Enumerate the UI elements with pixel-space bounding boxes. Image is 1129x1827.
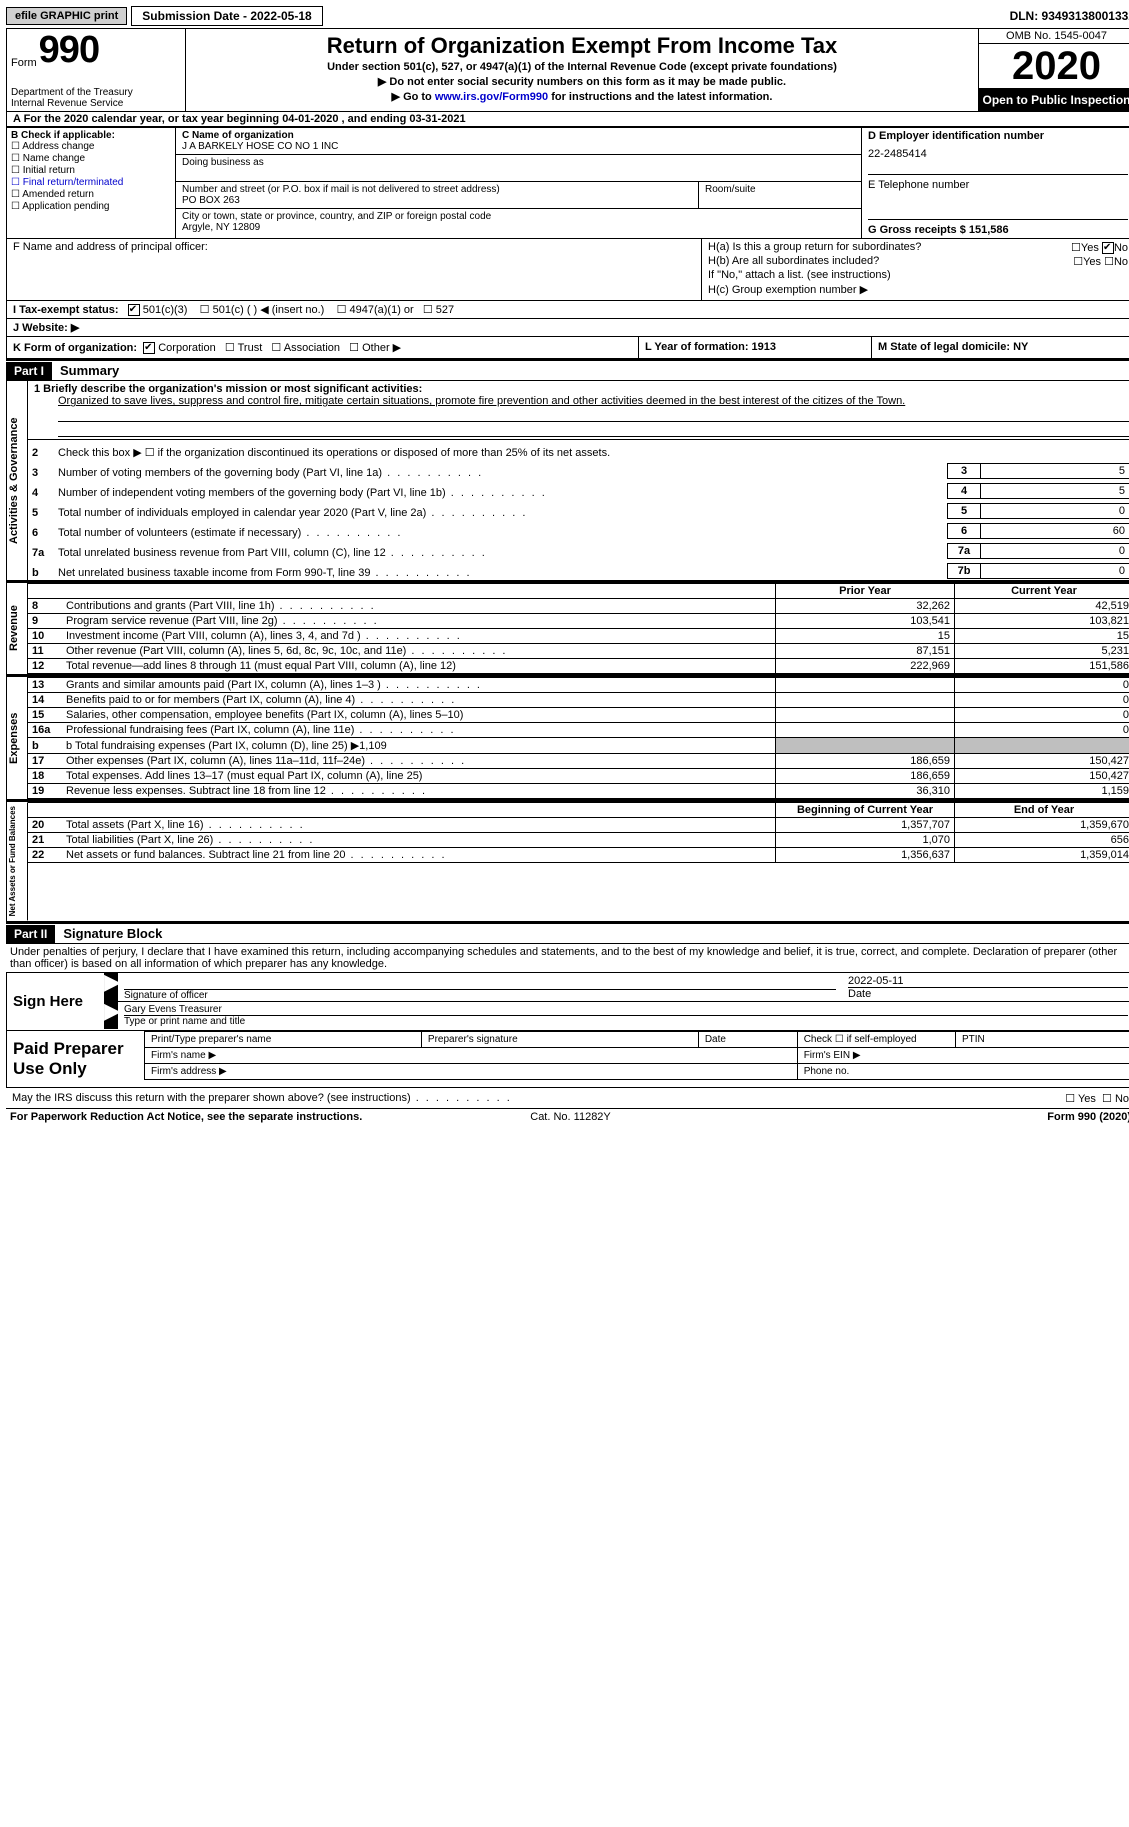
instruction-l1: ▶ Do not enter social security numbers o… — [190, 75, 974, 88]
street-value: PO BOX 263 — [182, 195, 692, 206]
chk-name-change[interactable]: ☐ Name change — [11, 153, 171, 164]
hb-subordinates: H(b) Are all subordinates included? ☐Yes… — [708, 255, 1128, 267]
street-label: Number and street (or P.O. box if mail i… — [182, 184, 692, 195]
top-bar: efile GRAPHIC print Submission Date - 20… — [6, 6, 1129, 26]
form-label: Form — [11, 57, 37, 69]
row-fh: F Name and address of principal officer:… — [6, 238, 1129, 301]
irs-discuss-q: May the IRS discuss this return with the… — [6, 1088, 1129, 1108]
chk-app-pending[interactable]: ☐ Application pending — [11, 201, 171, 212]
arrow-icon: ▶ — [104, 973, 118, 1001]
summary-revenue: Revenue Prior YearCurrent Year 8Contribu… — [6, 581, 1129, 675]
m-domicile: M State of legal domicile: NY — [872, 337, 1129, 358]
dba-label: Doing business as — [176, 155, 861, 182]
ha-group-return: H(a) Is this a group return for subordin… — [708, 241, 1128, 253]
hb-note: If "No," attach a list. (see instruction… — [708, 269, 1128, 281]
chk-final-return[interactable]: ☐ Final return/terminated — [11, 177, 171, 188]
city-value: Argyle, NY 12809 — [182, 222, 855, 233]
form-title: Return of Organization Exempt From Incom… — [190, 33, 974, 59]
sign-here-section: Sign Here ▶ Signature of officer 2022-05… — [6, 972, 1129, 1031]
tab-net-assets: Net Assets or Fund Balances — [7, 802, 28, 920]
mission-text: Organized to save lives, suppress and co… — [58, 395, 1129, 407]
officer-name: Gary Evens Treasurer — [124, 1004, 1128, 1016]
summary-governance: Activities & Governance 1 Briefly descri… — [6, 380, 1129, 581]
part1-title: Summary — [52, 361, 127, 380]
cat-no: Cat. No. 11282Y — [384, 1111, 758, 1123]
part2-header: Part II Signature Block — [6, 922, 1129, 943]
line2: Check this box ▶ ☐ if the organization d… — [58, 446, 1129, 459]
d-ein-value: 22-2485414 — [868, 148, 1128, 160]
city-label: City or town, state or province, country… — [182, 211, 855, 222]
chk-amended[interactable]: ☐ Amended return — [11, 189, 171, 200]
row-i-tax-status: I Tax-exempt status: 501(c)(3) ☐ 501(c) … — [6, 301, 1129, 319]
room-suite-label: Room/suite — [699, 182, 861, 208]
summary-net-assets: Net Assets or Fund Balances Beginning of… — [6, 800, 1129, 921]
l-formation-year: L Year of formation: 1913 — [639, 337, 872, 358]
g-gross-receipts: G Gross receipts $ 151,586 — [868, 219, 1128, 236]
org-name: J A BARKELY HOSE CO NO 1 INC — [182, 141, 855, 152]
submission-date: Submission Date - 2022-05-18 — [131, 6, 322, 26]
chk-address-change[interactable]: ☐ Address change — [11, 141, 171, 152]
part1-bar: Part I — [6, 362, 52, 380]
officer-sig-label: Signature of officer — [124, 990, 208, 1001]
form990-link[interactable]: www.irs.gov/Form990 — [435, 91, 548, 103]
sign-here-label: Sign Here — [7, 973, 104, 1030]
chk-initial-return[interactable]: ☐ Initial return — [11, 165, 171, 176]
treasury-dept: Department of the Treasury Internal Reve… — [11, 87, 181, 109]
paid-preparer-section: Paid Preparer Use Only Print/Type prepar… — [6, 1031, 1129, 1088]
c-name-label: C Name of organization — [182, 130, 855, 141]
form-footer: Form 990 (2020) — [757, 1111, 1129, 1123]
penalty-statement: Under penalties of perjury, I declare th… — [6, 943, 1129, 972]
part1-header: Part I Summary — [6, 359, 1129, 380]
form-subtitle: Under section 501(c), 527, or 4947(a)(1)… — [190, 61, 974, 73]
b-label: B Check if applicable: — [11, 130, 171, 141]
chk-corporation[interactable] — [143, 342, 155, 354]
tab-revenue: Revenue — [7, 583, 28, 674]
form-header: Form 990 Department of the Treasury Inte… — [6, 28, 1129, 111]
paid-preparer-label: Paid Preparer Use Only — [7, 1031, 144, 1087]
row-j-website: J Website: ▶ — [6, 319, 1129, 337]
tab-governance: Activities & Governance — [7, 381, 28, 580]
tab-expenses: Expenses — [7, 677, 28, 799]
section-bcdeg: B Check if applicable: ☐ Address change … — [6, 127, 1129, 238]
tax-year: 2020 — [979, 44, 1129, 89]
mission-block: 1 Briefly describe the organization's mi… — [28, 381, 1129, 440]
efile-print-button[interactable]: efile GRAPHIC print — [6, 7, 127, 25]
pra-notice: For Paperwork Reduction Act Notice, see … — [10, 1111, 384, 1123]
dln: DLN: 93493138001332 — [1010, 9, 1129, 23]
chk-501c3[interactable] — [128, 304, 140, 316]
arrow-icon: ▶ — [104, 1002, 118, 1029]
form-number: 990 — [39, 31, 99, 69]
summary-expenses: Expenses 13Grants and similar amounts pa… — [6, 675, 1129, 800]
d-ein-label: D Employer identification number — [868, 130, 1128, 142]
row-klm: K Form of organization: Corporation ☐ Tr… — [6, 337, 1129, 359]
e-phone-label: E Telephone number — [868, 174, 1128, 219]
hc-exemption: H(c) Group exemption number ▶ — [708, 283, 1128, 296]
omb-number: OMB No. 1545-0047 — [979, 29, 1129, 44]
footer: For Paperwork Reduction Act Notice, see … — [6, 1108, 1129, 1125]
f-officer: F Name and address of principal officer: — [7, 239, 702, 300]
row-a-tax-year: A For the 2020 calendar year, or tax yea… — [6, 111, 1129, 127]
instruction-l2: ▶ Go to www.irs.gov/Form990 for instruct… — [190, 90, 974, 103]
sig-date: 2022-05-11 — [848, 975, 1128, 988]
public-inspection-badge: Open to Public Inspection — [979, 89, 1129, 111]
